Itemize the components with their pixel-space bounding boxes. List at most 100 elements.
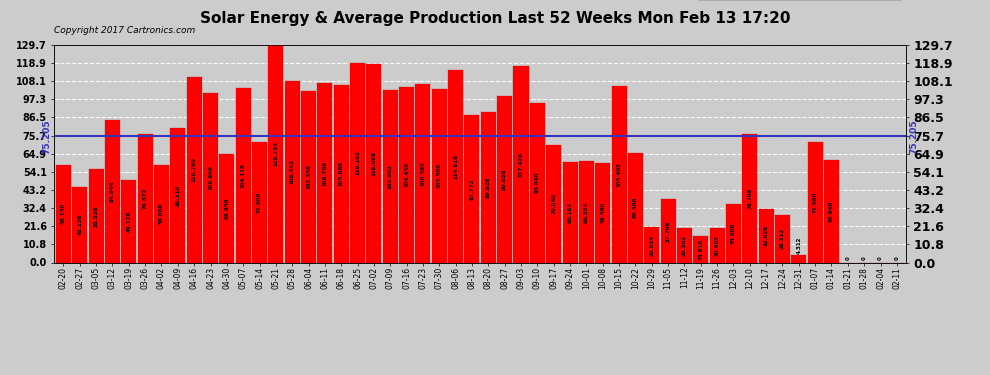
Text: 99.036: 99.036	[502, 169, 507, 190]
Bar	[546, 145, 561, 262]
Text: 20.402: 20.402	[715, 235, 720, 256]
Bar	[464, 115, 479, 262]
Bar	[660, 199, 675, 262]
Text: 108.442: 108.442	[290, 159, 295, 184]
Text: 0: 0	[878, 256, 883, 260]
Text: 60.946: 60.946	[829, 201, 834, 222]
Bar	[791, 255, 806, 262]
Text: Solar Energy & Average Production Last 52 Weeks Mon Feb 13 17:20: Solar Energy & Average Production Last 5…	[200, 11, 790, 26]
Text: 104.456: 104.456	[404, 162, 409, 188]
Text: 70.040: 70.040	[551, 193, 556, 214]
Bar	[170, 128, 185, 262]
Bar	[122, 180, 137, 262]
Bar	[612, 86, 627, 262]
Bar	[285, 81, 300, 262]
Bar	[808, 142, 823, 262]
Bar	[88, 170, 104, 262]
Text: 102.358: 102.358	[306, 164, 311, 189]
Bar	[628, 153, 643, 262]
Text: 76.872: 76.872	[143, 188, 148, 209]
Bar	[105, 120, 120, 262]
Text: 37.796: 37.796	[665, 220, 670, 242]
Text: 60.394: 60.394	[584, 201, 589, 222]
Text: 20.302: 20.302	[682, 235, 687, 256]
Bar	[383, 90, 398, 262]
Text: 58.008: 58.008	[159, 203, 164, 225]
Bar	[187, 77, 202, 262]
Bar	[742, 134, 757, 262]
Bar	[481, 112, 496, 262]
Text: Copyright 2017 Cartronics.com: Copyright 2017 Cartronics.com	[54, 26, 196, 35]
Bar	[448, 70, 463, 262]
Text: 32.026: 32.026	[763, 225, 768, 246]
Text: 87.772: 87.772	[469, 178, 474, 200]
Text: 105.402: 105.402	[617, 162, 622, 186]
Text: 60.164: 60.164	[567, 201, 572, 223]
Text: 49.128: 49.128	[127, 211, 132, 232]
Text: 71.606: 71.606	[257, 192, 262, 213]
Text: 118.098: 118.098	[371, 151, 376, 176]
Bar	[530, 103, 544, 262]
Bar	[726, 204, 741, 262]
Bar	[432, 89, 446, 262]
Text: 103.506: 103.506	[437, 163, 442, 188]
Text: 75.205: 75.205	[42, 119, 51, 154]
Bar	[350, 63, 365, 262]
Text: 102.902: 102.902	[388, 164, 393, 189]
Text: 28.312: 28.312	[780, 228, 785, 249]
Text: 75.205: 75.205	[909, 119, 919, 154]
Bar	[366, 64, 381, 262]
Text: 89.926: 89.926	[486, 176, 491, 198]
Text: 104.118: 104.118	[241, 163, 246, 188]
Text: 65.388: 65.388	[633, 197, 638, 218]
Text: 35.008: 35.008	[731, 222, 736, 244]
Bar	[399, 87, 414, 262]
Text: 71.660: 71.660	[813, 192, 818, 213]
Text: 64.858: 64.858	[225, 197, 230, 219]
Text: 4.312: 4.312	[796, 236, 801, 254]
Text: 80.310: 80.310	[175, 184, 180, 206]
Text: 0: 0	[861, 256, 866, 260]
Text: 15.810: 15.810	[698, 238, 703, 260]
Bar	[497, 96, 512, 262]
Bar	[203, 93, 218, 262]
Bar	[644, 227, 659, 262]
Bar	[154, 165, 169, 262]
Bar	[758, 209, 773, 262]
Bar	[514, 66, 529, 262]
Bar	[72, 187, 87, 262]
Bar	[252, 142, 267, 262]
Bar	[301, 91, 316, 262]
Text: 129.734: 129.734	[273, 141, 278, 166]
Text: 59.580: 59.580	[600, 202, 605, 223]
Bar	[236, 88, 250, 262]
Bar	[824, 160, 839, 262]
Bar	[677, 228, 692, 262]
Bar	[268, 45, 283, 262]
Bar	[55, 165, 71, 262]
Text: 105.668: 105.668	[339, 161, 344, 186]
Bar	[334, 85, 348, 262]
Bar	[416, 84, 431, 262]
Text: 84.944: 84.944	[110, 180, 115, 202]
Bar	[138, 134, 152, 262]
Text: 55.536: 55.536	[94, 205, 99, 226]
Bar	[579, 161, 594, 262]
Text: 110.790: 110.790	[192, 157, 197, 182]
Text: 20.934: 20.934	[649, 234, 654, 256]
Text: 0: 0	[845, 256, 850, 260]
Text: 119.102: 119.102	[355, 150, 360, 175]
Bar	[562, 162, 577, 262]
Text: 106.592: 106.592	[421, 160, 426, 186]
Text: 95.040: 95.040	[535, 172, 540, 194]
Bar	[710, 228, 725, 262]
Text: 100.906: 100.906	[208, 165, 213, 190]
Text: 114.816: 114.816	[453, 154, 458, 179]
Text: 45.136: 45.136	[77, 214, 82, 236]
Text: 117.426: 117.426	[519, 152, 524, 177]
Bar	[318, 84, 333, 262]
Bar	[693, 236, 708, 262]
Bar	[220, 154, 235, 262]
Text: 76.708: 76.708	[747, 188, 752, 209]
Bar	[775, 215, 790, 262]
